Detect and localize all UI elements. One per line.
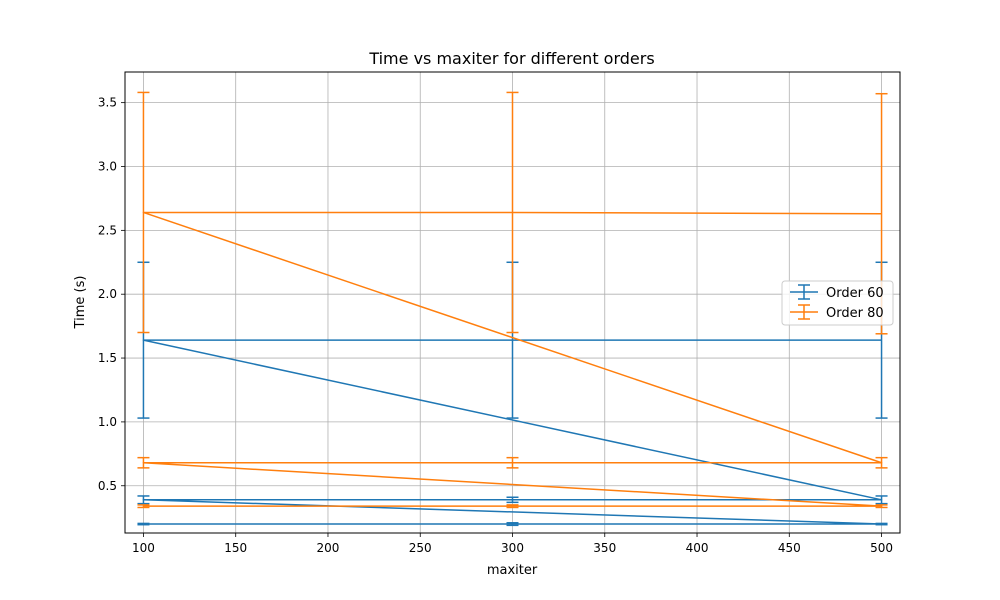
legend-label: Order 80 bbox=[826, 306, 884, 321]
chart-title: Time vs maxiter for different orders bbox=[368, 49, 654, 68]
x-tick-label: 400 bbox=[686, 541, 709, 555]
legend: Order 60 Order 80 bbox=[781, 280, 894, 326]
y-tick-label: 1.5 bbox=[98, 351, 117, 365]
y-axis-label: Time (s) bbox=[73, 276, 88, 330]
x-tick-label: 100 bbox=[132, 541, 155, 555]
y-tick-label: 3.0 bbox=[98, 159, 117, 173]
x-tick-label: 200 bbox=[317, 541, 340, 555]
series-1 bbox=[137, 91, 888, 509]
y-tick-label: 2.0 bbox=[98, 287, 117, 301]
x-axis-ticks: 100 150 200 250 300 350 400 450 500 bbox=[132, 533, 893, 555]
series-layer bbox=[137, 91, 888, 527]
legend-item: Order 80 bbox=[790, 304, 884, 321]
x-tick-label: 350 bbox=[593, 541, 616, 555]
legend-label: Order 60 bbox=[826, 286, 884, 301]
legend-item: Order 60 bbox=[790, 284, 884, 301]
x-tick-label: 500 bbox=[870, 541, 893, 555]
y-axis-ticks: 0.5 1.0 1.5 2.0 2.5 3.0 3.5 bbox=[98, 96, 125, 493]
y-tick-label: 1.0 bbox=[98, 415, 117, 429]
x-tick-label: 300 bbox=[501, 541, 524, 555]
y-tick-label: 2.5 bbox=[98, 223, 117, 237]
y-tick-label: 3.5 bbox=[98, 96, 117, 110]
x-tick-label: 150 bbox=[224, 541, 247, 555]
y-tick-label: 0.5 bbox=[98, 479, 117, 493]
x-axis-label: maxiter bbox=[487, 563, 538, 578]
x-tick-label: 250 bbox=[409, 541, 432, 555]
x-tick-label: 450 bbox=[778, 541, 801, 555]
